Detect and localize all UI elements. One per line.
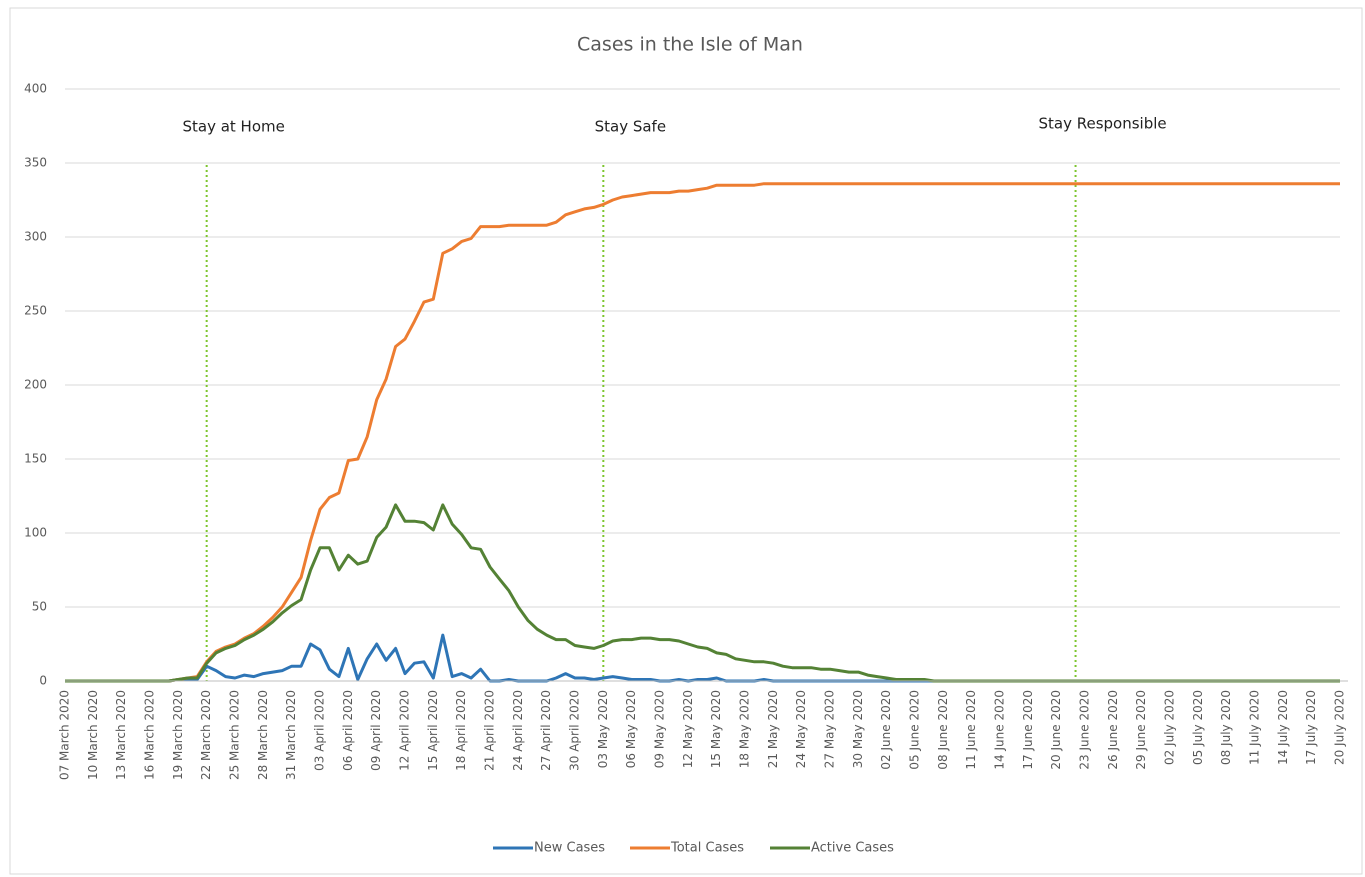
x-tick-label: 19 March 2020: [171, 690, 185, 780]
x-tick-label: 30 May 2020: [851, 690, 865, 768]
x-tick-label: 14 July 2020: [1276, 690, 1290, 765]
x-tick-label: 20 June 2020: [1049, 690, 1063, 770]
x-tick-label: 11 June 2020: [964, 690, 978, 770]
x-tick-label: 23 June 2020: [1078, 690, 1092, 770]
x-tick-label: 30 April 2020: [568, 690, 582, 771]
legend-label: New Cases: [534, 841, 605, 856]
x-tick-label: 31 March 2020: [284, 690, 298, 780]
x-tick-label: 06 May 2020: [624, 690, 638, 768]
x-tick-label: 09 April 2020: [369, 690, 383, 771]
x-tick-label: 15 May 2020: [709, 690, 723, 768]
y-tick-label: 100: [24, 526, 47, 540]
x-tick-label: 24 May 2020: [794, 690, 808, 768]
x-tick-label: 26 June 2020: [1106, 690, 1120, 770]
y-tick-label: 250: [24, 304, 47, 318]
x-tick-label: 27 April 2020: [539, 690, 553, 771]
x-tick-label: 11 July 2020: [1248, 690, 1262, 765]
annotation-label: Stay at Home: [182, 118, 284, 136]
x-tick-label: 09 May 2020: [653, 690, 667, 768]
x-tick-label: 02 June 2020: [879, 690, 893, 770]
x-tick-label: 20 July 2020: [1333, 690, 1347, 765]
x-tick-label: 18 May 2020: [738, 690, 752, 768]
series-line: [65, 182, 1340, 683]
x-tick-label: 05 July 2020: [1191, 690, 1205, 765]
x-tick-label: 03 April 2020: [313, 690, 327, 771]
legend-label: Active Cases: [811, 841, 894, 856]
x-tick-label: 21 April 2020: [483, 690, 497, 771]
x-tick-label: 14 June 2020: [993, 690, 1007, 770]
x-tick-label: 25 March 2020: [228, 690, 242, 780]
x-tick-label: 12 April 2020: [398, 690, 412, 771]
x-tick-label: 21 May 2020: [766, 690, 780, 768]
x-tick-label: 08 July 2020: [1219, 690, 1233, 765]
x-tick-label: 27 May 2020: [823, 690, 837, 768]
x-tick-label: 17 June 2020: [1021, 690, 1035, 770]
x-tick-label: 24 April 2020: [511, 690, 525, 771]
x-tick-label: 13 March 2020: [114, 690, 128, 780]
x-tick-label: 12 May 2020: [681, 690, 695, 768]
x-tick-label: 10 March 2020: [86, 690, 100, 780]
annotation-label: Stay Safe: [595, 118, 666, 136]
x-tick-label: 03 May 2020: [596, 690, 610, 768]
x-tick-label: 22 March 2020: [199, 690, 213, 780]
chart-title: Cases in the Isle of Man: [577, 34, 803, 56]
x-tick-label: 06 April 2020: [341, 690, 355, 771]
y-tick-label: 350: [24, 156, 47, 170]
y-tick-label: 50: [32, 600, 47, 614]
x-tick-label: 05 June 2020: [908, 690, 922, 770]
y-tick-label: 0: [39, 674, 47, 688]
y-tick-label: 400: [24, 82, 47, 96]
x-tick-label: 29 June 2020: [1134, 690, 1148, 770]
x-tick-label: 18 April 2020: [454, 690, 468, 771]
x-tick-label: 28 March 2020: [256, 690, 270, 780]
x-tick-label: 02 July 2020: [1163, 690, 1177, 765]
annotation-label: Stay Responsible: [1038, 115, 1166, 133]
x-tick-label: 15 April 2020: [426, 690, 440, 771]
y-tick-label: 150: [24, 452, 47, 466]
y-tick-label: 200: [24, 378, 47, 392]
chart-border: [9, 7, 1363, 875]
x-tick-label: 07 March 2020: [58, 690, 72, 780]
y-tick-label: 300: [24, 230, 47, 244]
x-tick-label: 17 July 2020: [1304, 690, 1318, 765]
x-tick-label: 08 June 2020: [936, 690, 950, 770]
legend-label: Total Cases: [670, 841, 744, 856]
x-tick-label: 16 March 2020: [143, 690, 157, 780]
